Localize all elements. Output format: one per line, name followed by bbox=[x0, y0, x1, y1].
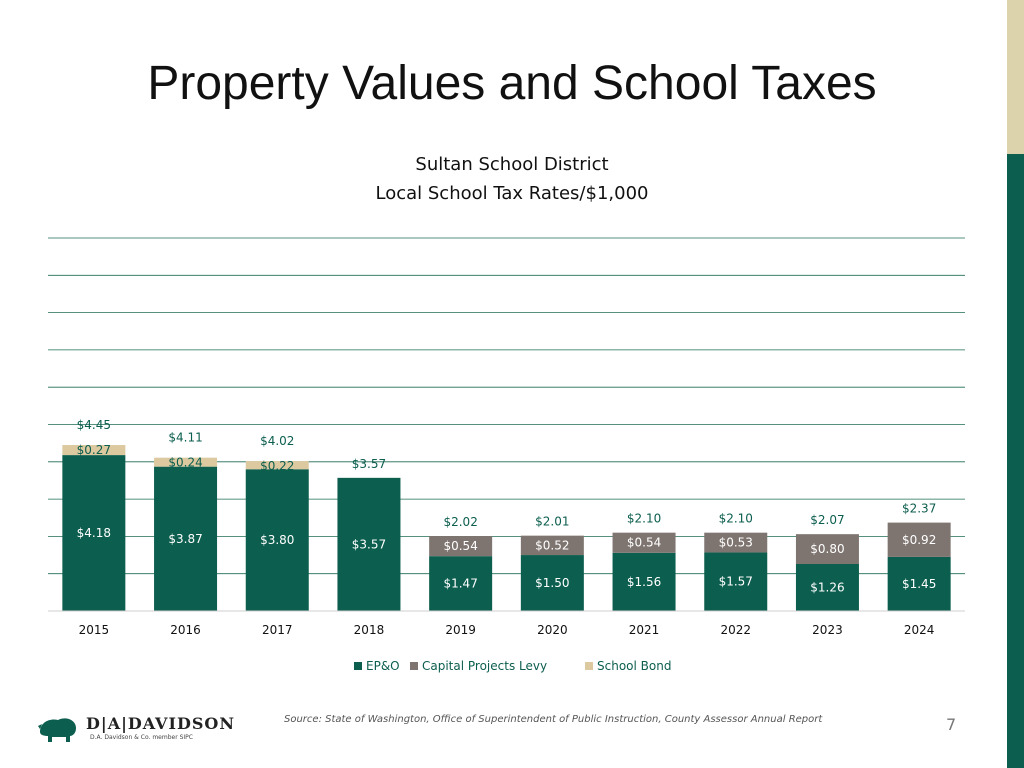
bar-segment bbox=[62, 455, 126, 611]
legend-swatch bbox=[585, 662, 593, 670]
bar-segment bbox=[612, 532, 676, 553]
chart-title: Sultan School District bbox=[415, 154, 609, 175]
data-label: $3.87 bbox=[168, 532, 202, 546]
data-label: $0.54 bbox=[627, 536, 661, 550]
bar-segment bbox=[337, 477, 401, 611]
total-label: $4.02 bbox=[260, 434, 294, 448]
total-label: $4.11 bbox=[168, 431, 202, 445]
bar-segment bbox=[154, 457, 218, 467]
side-accent-strip bbox=[1007, 0, 1024, 768]
bar-segment bbox=[429, 536, 493, 557]
bar-segment bbox=[520, 555, 584, 611]
x-tick-label: 2015 bbox=[79, 623, 110, 637]
x-tick-label: 2017 bbox=[262, 623, 293, 637]
x-tick-label: 2024 bbox=[904, 623, 935, 637]
data-label: $3.80 bbox=[260, 533, 294, 547]
x-tick-label: 2021 bbox=[629, 623, 660, 637]
total-label: $2.10 bbox=[719, 512, 753, 526]
bar-segment bbox=[520, 535, 584, 556]
data-label: $0.80 bbox=[810, 542, 844, 556]
x-tick-label: 2023 bbox=[812, 623, 843, 637]
x-tick-label: 2019 bbox=[445, 623, 476, 637]
bar-segment bbox=[704, 552, 768, 611]
data-label: $3.57 bbox=[352, 537, 386, 551]
bar-segment bbox=[62, 445, 126, 456]
legend-label: School Bond bbox=[597, 659, 671, 673]
data-label: $0.52 bbox=[535, 538, 569, 552]
bar-segment bbox=[887, 522, 951, 557]
total-label: $2.37 bbox=[902, 502, 936, 516]
side-strip-green bbox=[1007, 154, 1024, 768]
total-label: $2.01 bbox=[535, 515, 569, 529]
bar-segment bbox=[795, 564, 859, 611]
bar-segment bbox=[245, 469, 309, 611]
slide-title: Property Values and School Taxes bbox=[147, 57, 877, 110]
data-label: $0.24 bbox=[168, 456, 202, 470]
data-label: $1.57 bbox=[719, 575, 753, 589]
total-label: $2.02 bbox=[443, 515, 477, 529]
bar-segment bbox=[887, 556, 951, 611]
data-label: $0.92 bbox=[902, 533, 936, 547]
bar-segment bbox=[612, 552, 676, 611]
x-tick-label: 2020 bbox=[537, 623, 568, 637]
data-label: $0.53 bbox=[719, 536, 753, 550]
legend-swatch bbox=[410, 662, 418, 670]
data-label: $1.47 bbox=[443, 577, 477, 591]
legend-label: EP&O bbox=[366, 659, 400, 673]
total-label: $2.07 bbox=[810, 513, 844, 527]
davidson-logo: D|A|DAVIDSON D.A. Davidson & Co. member … bbox=[36, 712, 234, 746]
bar-segment bbox=[704, 532, 768, 553]
data-label: $1.26 bbox=[810, 581, 844, 595]
bison-icon bbox=[38, 718, 76, 742]
bar-segment bbox=[429, 556, 493, 611]
x-tick-label: 2018 bbox=[354, 623, 385, 637]
x-tick-label: 2016 bbox=[170, 623, 201, 637]
logo-wordmark: D|A|DAVIDSON bbox=[86, 714, 235, 733]
data-label: $0.22 bbox=[260, 459, 294, 473]
total-label: $4.45 bbox=[77, 418, 111, 432]
bar-segment bbox=[245, 461, 309, 470]
side-strip-tan bbox=[1007, 0, 1024, 154]
stacked-bar-chart: $4.18 $0.27 $4.45 2015 $3.87 $0.24 $4.11 2016 $3… bbox=[48, 237, 965, 673]
x-tick-label: 2022 bbox=[720, 623, 751, 637]
total-label: $3.57 bbox=[352, 457, 386, 471]
bar-segment bbox=[795, 534, 859, 565]
data-label: $1.56 bbox=[627, 575, 661, 589]
chart-title-block: Sultan School District Local School Tax … bbox=[0, 150, 1024, 208]
data-label: $1.50 bbox=[535, 576, 569, 590]
page-number: 7 bbox=[946, 715, 957, 734]
chart-subtitle: Local School Tax Rates/$1,000 bbox=[375, 183, 649, 204]
data-label: $1.45 bbox=[902, 577, 936, 591]
legend-swatch bbox=[354, 662, 362, 670]
data-label: $0.54 bbox=[443, 539, 477, 553]
data-label: $4.18 bbox=[77, 526, 111, 540]
legend-label: Capital Projects Levy bbox=[422, 659, 547, 673]
source-note: Source: State of Washington, Office of S… bbox=[284, 714, 823, 725]
bar-segment bbox=[154, 466, 218, 611]
total-label: $2.10 bbox=[627, 512, 661, 526]
logo-subtext: D.A. Davidson & Co. member SIPC bbox=[90, 734, 193, 741]
data-label: $0.27 bbox=[77, 443, 111, 457]
